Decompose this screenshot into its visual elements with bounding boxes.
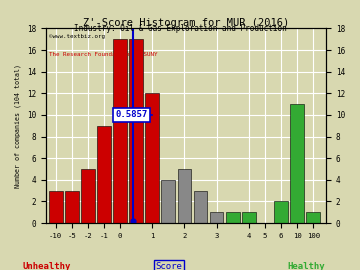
Bar [194,191,207,223]
Bar [306,212,320,223]
Text: Healthy: Healthy [287,262,325,270]
Bar [274,201,288,223]
Text: Score: Score [156,262,183,270]
Text: The Research Foundation of SUNY: The Research Foundation of SUNY [49,52,158,57]
Bar [162,180,175,223]
Bar [226,212,239,223]
Text: Industry: Oil & Gas Exploration and Production: Industry: Oil & Gas Exploration and Prod… [74,24,286,33]
Bar [113,39,127,223]
Text: Unhealthy: Unhealthy [23,262,71,270]
Bar [145,93,159,223]
Bar [49,191,63,223]
Bar [129,39,143,223]
Bar [97,126,111,223]
Bar [65,191,78,223]
Title: Z'-Score Histogram for MUR (2016): Z'-Score Histogram for MUR (2016) [83,18,289,28]
Text: ©www.textbiz.org: ©www.textbiz.org [49,34,105,39]
Bar [242,212,256,223]
Y-axis label: Number of companies (104 total): Number of companies (104 total) [15,64,22,188]
Bar [177,169,191,223]
Text: 0.5857: 0.5857 [115,110,148,119]
Bar [210,212,224,223]
Bar [81,169,95,223]
Bar [290,104,304,223]
